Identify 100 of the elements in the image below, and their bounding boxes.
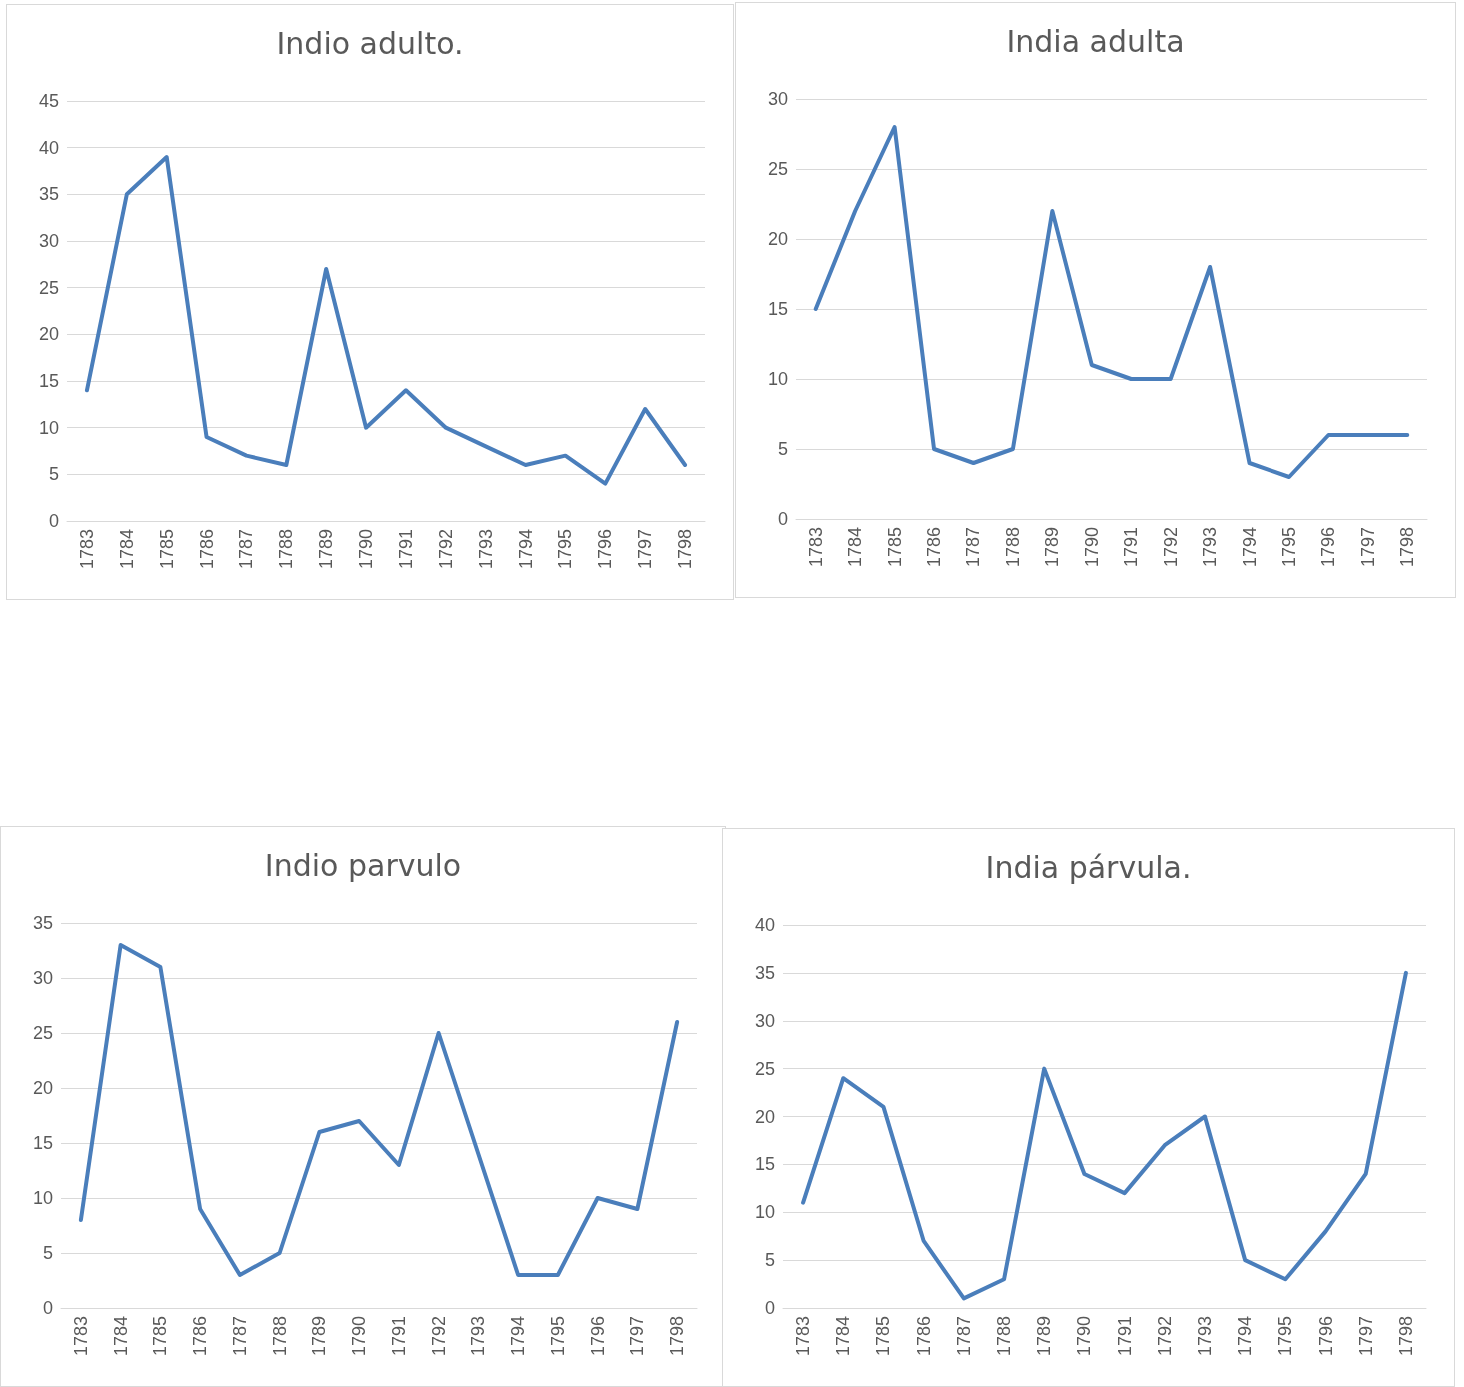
x-tick-label: 1794: [1239, 527, 1260, 568]
x-tick-label: 1795: [1278, 527, 1299, 568]
y-tick-label: 45: [38, 91, 59, 111]
x-tick-label: 1796: [1315, 1316, 1336, 1357]
y-tick-label: 25: [754, 1058, 775, 1079]
y-tick-label: 30: [32, 968, 53, 988]
y-tick-label: 0: [777, 509, 788, 529]
x-tick-label: 1798: [675, 529, 696, 570]
x-tick-label: 1795: [555, 529, 576, 570]
x-tick-label: 1784: [845, 527, 866, 568]
x-tick-label: 1793: [1194, 1316, 1215, 1357]
x-tick-label: 1790: [356, 529, 377, 570]
x-tick-label: 1789: [316, 529, 337, 570]
x-tick-label: 1785: [884, 527, 905, 568]
x-tick-label: 1796: [587, 1316, 608, 1357]
y-tick-label: 0: [764, 1298, 775, 1318]
x-tick-label: 1796: [595, 529, 616, 570]
chart-title: India adulta: [1006, 23, 1185, 59]
x-tick-label: 1786: [913, 1316, 934, 1357]
x-tick-label: 1786: [924, 527, 945, 568]
x-tick-label: 1787: [229, 1316, 250, 1357]
x-tick-label: 1783: [793, 1316, 814, 1357]
x-tick-label: 1783: [805, 527, 826, 568]
x-tick-label: 1793: [475, 529, 496, 570]
x-tick-label: 1783: [76, 529, 97, 570]
y-tick-label: 10: [754, 1202, 775, 1223]
y-tick-label: 10: [32, 1188, 53, 1208]
y-tick-label: 10: [38, 417, 59, 438]
y-tick-label: 15: [32, 1133, 53, 1153]
x-tick-label: 1791: [395, 529, 416, 570]
y-tick-label: 35: [754, 962, 775, 983]
x-tick-label: 1786: [196, 529, 217, 570]
x-tick-label: 1798: [667, 1316, 688, 1357]
x-tick-label: 1785: [873, 1316, 894, 1357]
x-tick-label: 1785: [156, 529, 177, 570]
x-tick-label: 1797: [1355, 1316, 1376, 1357]
x-tick-label: 1791: [1121, 527, 1142, 568]
y-tick-label: 0: [48, 511, 59, 531]
y-tick-label: 0: [42, 1298, 53, 1318]
x-tick-label: 1792: [1154, 1316, 1175, 1357]
x-tick-label: 1789: [309, 1316, 330, 1357]
x-tick-label: 1788: [1002, 527, 1023, 568]
y-tick-label: 30: [38, 231, 59, 251]
y-tick-label: 15: [767, 299, 788, 319]
x-tick-label: 1788: [994, 1316, 1015, 1357]
line-series: [84, 155, 688, 486]
x-tick-label: 1797: [1357, 527, 1378, 568]
x-tick-label: 1798: [1395, 1316, 1416, 1357]
y-tick-label: 25: [32, 1023, 53, 1043]
x-tick-label: 1795: [547, 1316, 568, 1357]
y-tick-label: 5: [42, 1243, 53, 1263]
x-tick-label: 1790: [349, 1316, 370, 1357]
x-tick-label: 1797: [627, 1316, 648, 1357]
y-tick-label: 40: [38, 137, 59, 158]
y-tick-label: 30: [754, 1010, 775, 1031]
x-tick-label: 1792: [1160, 527, 1181, 568]
x-tick-label: 1788: [269, 1316, 290, 1357]
x-tick-label: 1791: [388, 1316, 409, 1357]
x-tick-label: 1785: [150, 1316, 171, 1357]
x-tick-label: 1798: [1397, 527, 1418, 568]
x-tick-label: 1783: [70, 1316, 91, 1357]
x-tick-label: 1793: [1200, 527, 1221, 568]
x-tick-label: 1795: [1275, 1316, 1296, 1357]
x-tick-label: 1794: [508, 1316, 529, 1357]
y-tick-label: 20: [32, 1078, 53, 1098]
x-tick-label: 1788: [276, 529, 297, 570]
y-tick-label: 5: [777, 439, 788, 459]
y-tick-label: 15: [38, 371, 59, 391]
x-tick-label: 1794: [1235, 1316, 1256, 1357]
x-tick-label: 1787: [953, 1316, 974, 1357]
y-tick-label: 35: [38, 184, 59, 205]
y-tick-label: 40: [754, 915, 775, 935]
x-tick-label: 1784: [833, 1316, 854, 1357]
line-series: [78, 943, 680, 1277]
x-tick-label: 1790: [1081, 527, 1102, 568]
x-tick-label: 1786: [190, 1316, 211, 1357]
y-tick-label: 10: [767, 369, 788, 389]
y-tick-label: 25: [38, 277, 59, 298]
x-tick-label: 1792: [428, 1316, 449, 1357]
x-tick-label: 1790: [1074, 1316, 1095, 1357]
x-tick-label: 1789: [1042, 527, 1063, 568]
x-tick-label: 1796: [1318, 527, 1339, 568]
x-tick-label: 1792: [435, 529, 456, 570]
y-tick-label: 20: [38, 324, 59, 345]
x-tick-label: 1787: [963, 527, 984, 568]
chart-title: Indio adulto.: [276, 25, 464, 61]
x-tick-label: 1784: [110, 1316, 131, 1357]
line-series: [813, 125, 1410, 479]
y-tick-label: 20: [767, 229, 788, 249]
x-tick-label: 1794: [515, 529, 536, 570]
y-tick-label: 15: [754, 1154, 775, 1175]
chart-title: India párvula.: [985, 849, 1192, 885]
y-tick-label: 5: [764, 1250, 775, 1271]
y-tick-label: 25: [767, 159, 788, 179]
x-tick-label: 1797: [635, 529, 656, 570]
x-tick-label: 1793: [468, 1316, 489, 1357]
chart-title: Indio parvulo: [264, 847, 462, 883]
y-tick-label: 35: [32, 913, 53, 933]
x-tick-label: 1789: [1034, 1316, 1055, 1357]
line-series: [801, 970, 1408, 1301]
